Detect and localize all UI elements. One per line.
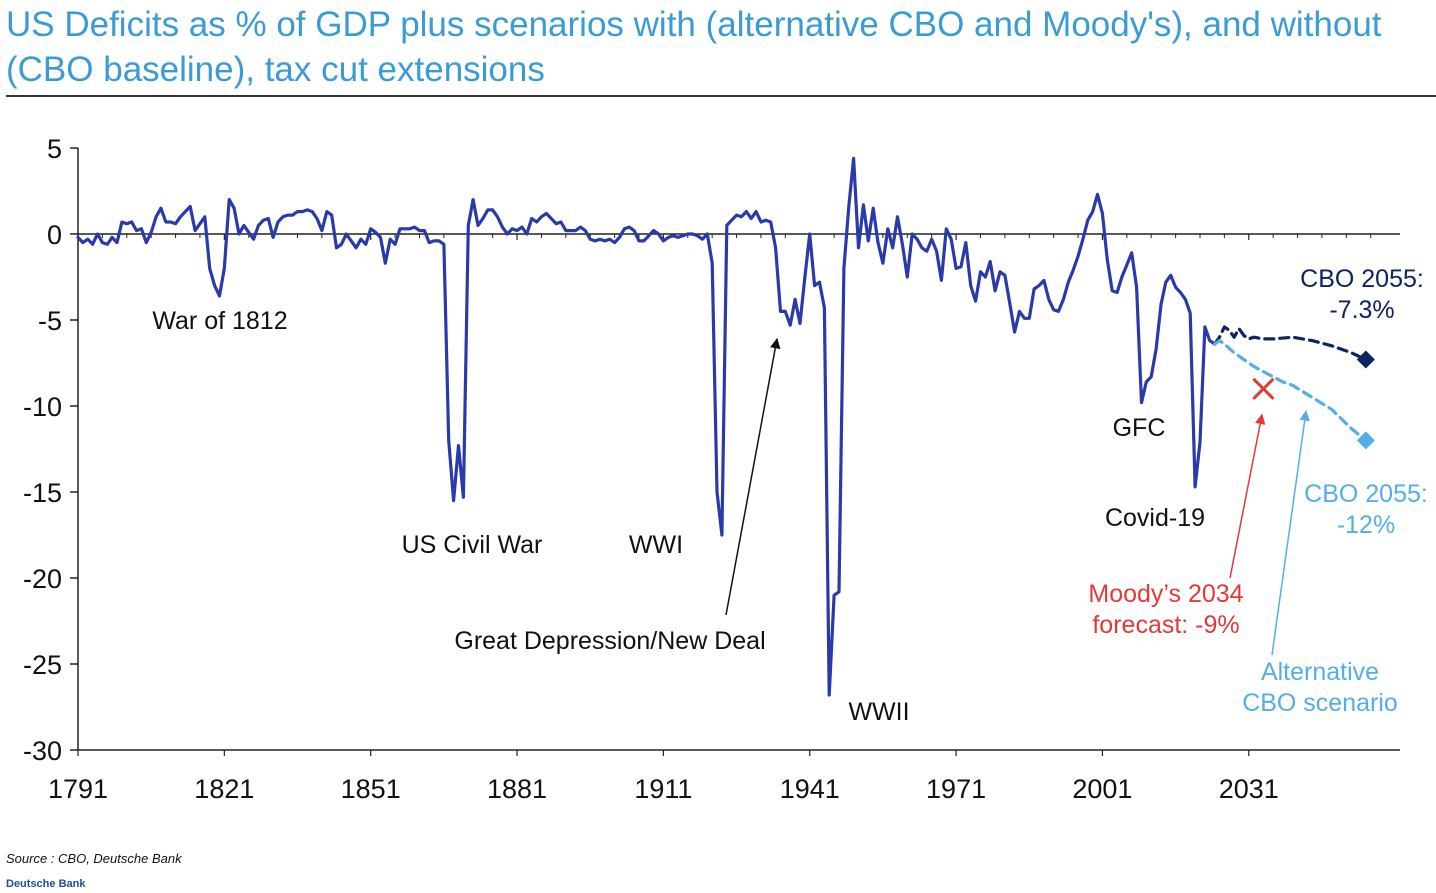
annotation-line: US Civil War: [402, 531, 543, 559]
x-tick-label: 1791: [48, 774, 108, 804]
annotation-covid: Covid-19: [1105, 504, 1205, 532]
annotation-line: WWI: [629, 531, 683, 559]
annotation-wwii: WWII: [848, 698, 909, 726]
y-tick-label: 5: [47, 134, 62, 164]
annotation-line: War of 1812: [152, 307, 287, 335]
annotation-line: CBO 2055:: [1304, 480, 1428, 508]
annotation-line: Covid-19: [1105, 504, 1205, 532]
annotation-altlabel: Alternative CBO scenario: [1242, 658, 1398, 717]
alternative-2055-diamond: [1356, 431, 1375, 450]
annotation-war1812: War of 1812: [152, 307, 287, 335]
annotation-line: CBO scenario: [1242, 689, 1398, 717]
source-note: Source : CBO, Deutsche Bank: [6, 851, 182, 866]
annotation-line: CBO 2055:: [1300, 265, 1424, 293]
annotation-line: Alternative: [1261, 658, 1379, 686]
x-tick-label: 2001: [1072, 774, 1132, 804]
chart-title: US Deficits as % of GDP plus scenarios w…: [6, 5, 1382, 89]
annotation-depression: Great Depression/New Deal: [454, 627, 765, 655]
cross-stroke: [1252, 377, 1275, 400]
annotation-line: Moody’s 2034: [1088, 580, 1243, 608]
x-tick-label: 1941: [780, 774, 840, 804]
x-tick-label: 1971: [926, 774, 986, 804]
moodys-2034-cross: [1252, 377, 1275, 400]
cbo-baseline-line: [1213, 325, 1368, 362]
x-tick-label: 1881: [487, 774, 547, 804]
x-tick-label: 1821: [194, 774, 254, 804]
x-tick-label: 1851: [341, 774, 401, 804]
annotation-moodys: Moody’s 2034 forecast: -9%: [1088, 580, 1243, 639]
y-tick-label: 0: [47, 220, 62, 250]
annotation-gfc: GFC: [1113, 414, 1166, 442]
y-tick-label: -25: [23, 650, 62, 680]
y-tick-label: -5: [38, 306, 62, 336]
moodys-arrow: [1229, 413, 1266, 579]
y-tick-label: -30: [23, 736, 62, 766]
cbo-2055-diamond: [1356, 350, 1375, 369]
historical-deficit-line: [76, 156, 1217, 697]
annotation-wwi: WWI: [629, 531, 683, 559]
annotation-line: Great Depression/New Deal: [454, 627, 765, 655]
annotation-line: WWII: [848, 698, 909, 726]
annotation-line: GFC: [1113, 414, 1166, 442]
x-tick-label: 2031: [1219, 774, 1279, 804]
annotation-civilwar: US Civil War: [402, 531, 543, 559]
y-tick-label: -15: [23, 478, 62, 508]
annotation-line: forecast: -9%: [1092, 611, 1239, 639]
title-divider: [6, 95, 1436, 97]
y-tick-label: -10: [23, 392, 62, 422]
alternative-arrow: [1271, 410, 1310, 656]
annotation-line: -12%: [1337, 511, 1395, 539]
depression-arrow: [725, 337, 781, 616]
annotation-alt2055: CBO 2055: -12%: [1304, 480, 1428, 539]
annotation-cbo2055: CBO 2055: -7.3%: [1300, 265, 1424, 324]
alternative-cbo-line: [1213, 339, 1368, 442]
annotation-line: -7.3%: [1329, 296, 1394, 324]
x-tick-label: 1911: [634, 774, 692, 804]
y-tick-label: -20: [23, 564, 62, 594]
brand-footer: Deutsche Bank: [6, 878, 86, 890]
